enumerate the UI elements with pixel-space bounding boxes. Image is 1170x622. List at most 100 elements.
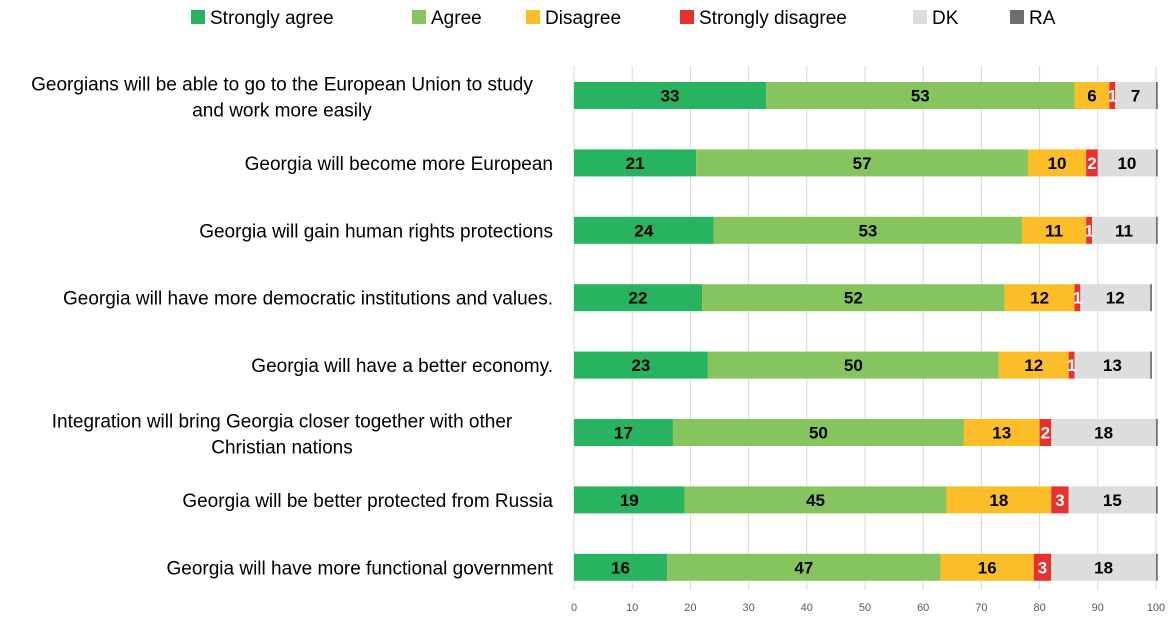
legend-label-strongly-agree: Strongly agree	[210, 8, 334, 29]
bar-segment-agree	[713, 216, 1023, 244]
x-tick-label: 40	[801, 602, 813, 614]
bar-segment-strongly-disagree	[1068, 351, 1075, 379]
bar-segment-ra	[1156, 486, 1158, 514]
bar-segment-dk	[1051, 553, 1156, 581]
bar-segment-strongly-agree	[574, 351, 708, 379]
bar-segment-dk	[1091, 216, 1156, 244]
bar-segment-ra	[1156, 149, 1158, 177]
bar-segment-strongly-disagree	[1039, 419, 1052, 446]
data-label-strongly-disagree: 3	[1038, 558, 1047, 577]
legend-label-disagree: Disagree	[545, 8, 621, 29]
data-label-disagree: 11	[1045, 221, 1063, 240]
data-label-disagree: 13	[992, 424, 1011, 443]
bar-segment-ra	[1156, 553, 1158, 581]
bar-segment-disagree	[940, 553, 1034, 581]
bar-segment-ra	[1150, 351, 1152, 379]
data-label-agree: 57	[853, 154, 872, 173]
data-label-dk: 15	[1103, 491, 1122, 510]
bar-segment-agree	[766, 82, 1075, 109]
data-label-agree: 53	[858, 221, 877, 240]
bar-segment-strongly-agree	[574, 82, 767, 109]
bar-segment-disagree	[1004, 284, 1075, 312]
bar-segment-disagree	[963, 419, 1040, 446]
x-tick-label: 90	[1092, 602, 1104, 614]
bar-segment-disagree	[946, 486, 1052, 514]
data-label-strongly-agree: 17	[614, 424, 633, 443]
x-tick-label: 30	[742, 602, 754, 614]
data-label-strongly-disagree: 1	[1067, 356, 1076, 375]
x-tick-label: 50	[859, 602, 871, 614]
category-label: Georgia will gain human rights protectio…	[199, 221, 553, 242]
bar-segment-agree	[672, 419, 964, 446]
data-label-dk: 12	[1106, 289, 1125, 308]
legend-label-ra: RA	[1029, 8, 1056, 29]
bar-segment-agree	[696, 149, 1028, 177]
bar-segment-dk	[1080, 284, 1151, 312]
bar-segment-ra	[1156, 419, 1158, 446]
category-label: Integration will bring Georgia closer to…	[52, 412, 513, 459]
data-label-strongly-disagree: 3	[1055, 491, 1064, 510]
data-label-agree: 45	[806, 491, 825, 510]
data-label-agree: 50	[809, 424, 828, 443]
data-label-strongly-agree: 23	[631, 356, 650, 375]
legend-swatch-agree	[412, 10, 426, 24]
legend-label-agree: Agree	[431, 8, 482, 29]
data-label-strongly-agree: 33	[661, 87, 680, 106]
category-label: Georgia will become more European	[245, 154, 553, 175]
data-label-strongly-disagree: 2	[1041, 424, 1050, 443]
bar-segment-strongly-agree	[574, 149, 697, 177]
bar-segment-agree	[707, 351, 999, 379]
legend-swatch-strongly-agree	[191, 10, 205, 24]
data-label-strongly-disagree: 1	[1084, 221, 1093, 240]
legend: Strongly agree Agree Disagree Strongly disa…	[191, 8, 1056, 29]
data-label-disagree: 16	[978, 558, 997, 577]
data-label-agree: 47	[794, 558, 813, 577]
bar-segment-dk	[1051, 419, 1156, 446]
bar-segment-disagree	[1074, 82, 1110, 109]
legend-swatch-ra	[1010, 10, 1024, 24]
x-tick-label: 20	[684, 602, 696, 614]
legend-swatch-dk	[913, 10, 927, 24]
data-label-strongly-agree: 19	[620, 491, 639, 510]
bar-segment-strongly-agree	[574, 553, 668, 581]
category-label: Georgia will be better protected from Ru…	[182, 491, 553, 512]
bar-segment-agree	[702, 284, 1005, 312]
x-tick-label: 10	[626, 602, 638, 614]
data-label-strongly-agree: 22	[629, 289, 648, 308]
bar-segment-strongly-agree	[574, 486, 685, 514]
category-label: Georgia will have more democratic instit…	[63, 289, 553, 310]
data-label-dk: 10	[1117, 154, 1136, 173]
bar-segment-strongly-disagree	[1086, 149, 1098, 177]
data-label-agree: 50	[844, 356, 863, 375]
bar-segment-disagree	[1027, 149, 1087, 177]
data-label-strongly-disagree: 1	[1108, 87, 1117, 106]
data-label-strongly-agree: 21	[626, 154, 645, 173]
category-label: Georgia will have a better economy.	[251, 356, 553, 377]
x-tick-label: 80	[1033, 602, 1045, 614]
legend-swatch-strongly-disagree	[680, 10, 694, 24]
category-label: Georgia will have more functional govern…	[166, 558, 553, 579]
bar-segment-strongly-disagree	[1033, 553, 1052, 581]
bar-segment-dk	[1115, 82, 1156, 109]
legend-label-strongly-disagree: Strongly disagree	[699, 8, 847, 29]
data-label-disagree: 12	[1024, 356, 1043, 375]
bar-segment-dk	[1097, 149, 1156, 177]
bar-segment-strongly-disagree	[1086, 216, 1092, 244]
bar-segment-ra	[1150, 284, 1152, 312]
data-label-strongly-disagree: 1	[1073, 289, 1082, 308]
bar-segment-ra	[1156, 82, 1158, 109]
data-label-dk: 11	[1115, 221, 1133, 240]
bar-segment-agree	[667, 553, 941, 581]
bars	[574, 82, 1158, 581]
data-label-dk: 18	[1094, 558, 1113, 577]
bar-segment-strongly-disagree	[1051, 486, 1069, 514]
data-label-agree: 52	[844, 289, 863, 308]
x-tick-label: 0	[571, 602, 577, 614]
category-labels: Georgians will be able to go to the Euro…	[31, 75, 554, 580]
data-label-agree: 53	[911, 87, 930, 106]
bar-segment-dk	[1074, 351, 1151, 379]
bar-segment-disagree	[1022, 216, 1087, 244]
data-label-strongly-agree: 16	[611, 558, 630, 577]
data-label-dk: 18	[1094, 424, 1113, 443]
